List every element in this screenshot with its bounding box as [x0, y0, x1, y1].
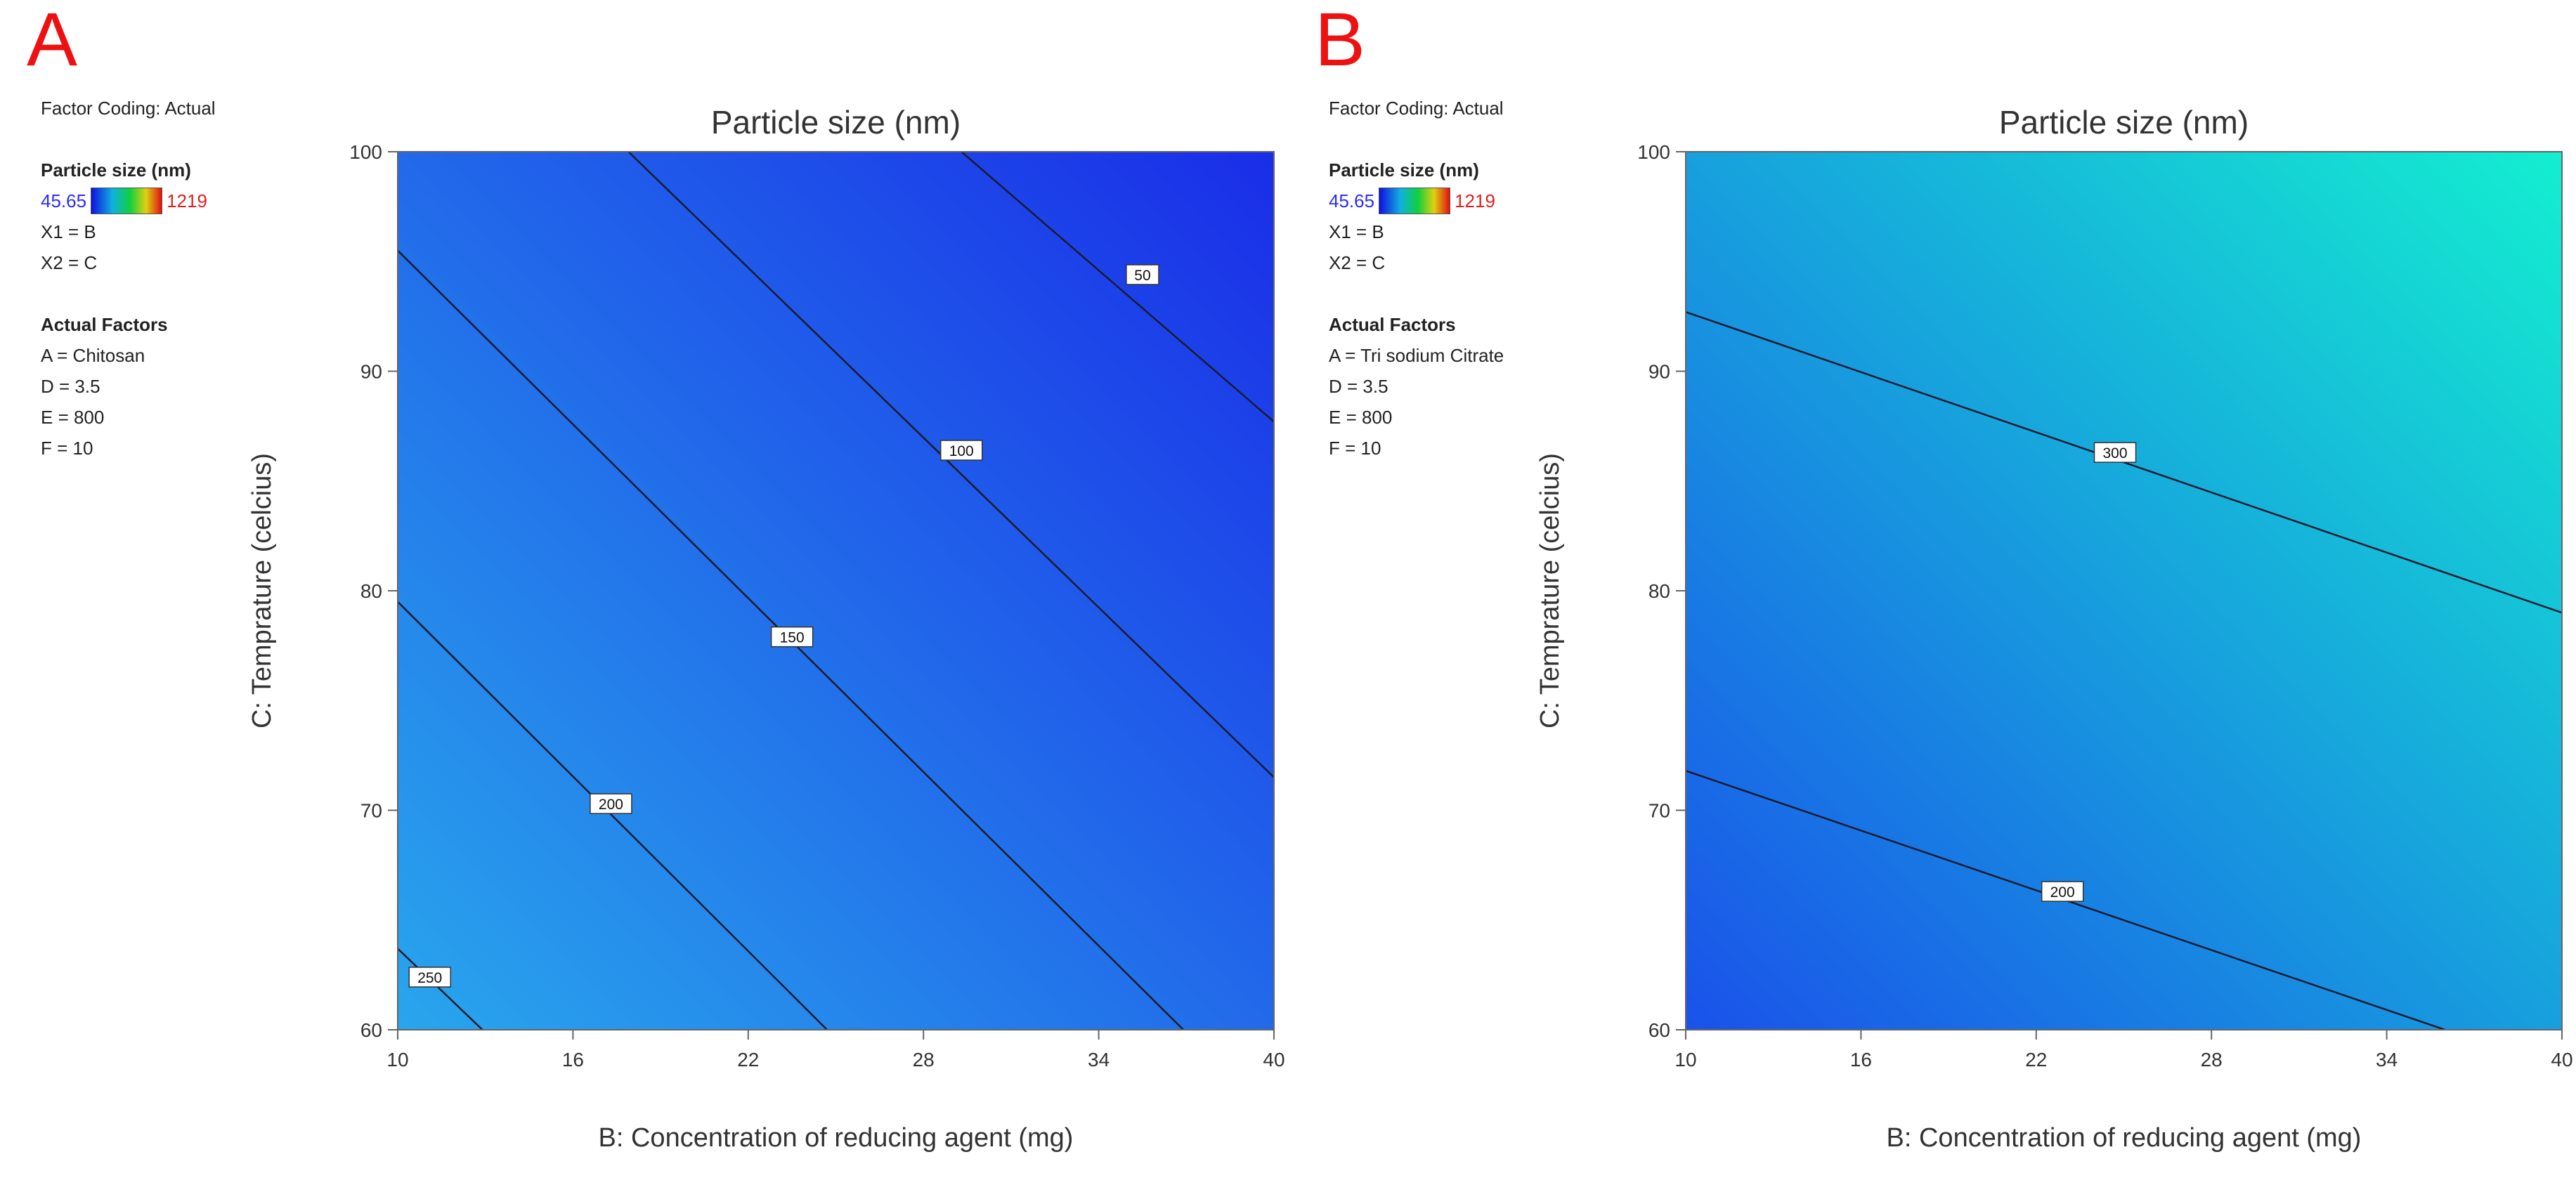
y-tick-label: 80 [1648, 580, 1670, 602]
contour-label-box-150 [770, 626, 814, 648]
y-tick-label: 100 [349, 141, 382, 163]
y-axis-label: C: Temprature (celcius) [247, 453, 277, 728]
x-tick-label: 34 [2376, 1049, 2398, 1071]
x-tick-label: 22 [2025, 1049, 2047, 1071]
x1-mapping: X1 = B [1329, 221, 1384, 242]
x-tick-label: 16 [562, 1049, 584, 1071]
x-axis-label: B: Concentration of reducing agent (mg) [1887, 1123, 2362, 1153]
y-axis-label: C: Temprature (celcius) [1535, 453, 1565, 728]
factor-f: F = 10 [1329, 438, 1381, 459]
panel-label: A [27, 0, 78, 81]
panel-label: B [1315, 0, 1366, 81]
x1-mapping: X1 = B [41, 221, 96, 242]
actual-factors-title: Actual Factors [41, 314, 168, 335]
chart-title: Particle size (nm) [711, 104, 961, 140]
y-tick-label: 70 [360, 800, 382, 822]
color-gradient-bar [91, 188, 163, 214]
factor-d: D = 3.5 [1329, 376, 1388, 397]
x-tick-label: 28 [913, 1049, 935, 1071]
x-tick-label: 28 [2201, 1049, 2223, 1071]
contour-line-100 [627, 152, 1274, 778]
legend: Factor Coding: Actual Particle size (nm)… [1329, 93, 1596, 464]
factor-a: A = Chitosan [41, 345, 145, 366]
y-tick-label: 100 [1637, 141, 1670, 163]
x-tick-label: 16 [1850, 1049, 1872, 1071]
scale-max: 1219 [1455, 190, 1495, 211]
contour-label-200: 200 [599, 797, 623, 813]
color-scale: 45.65 1219 [41, 185, 308, 216]
contour-label-box-300 [2093, 442, 2137, 463]
panel-a: A Factor Coding: Actual Particle size (n… [27, 0, 1285, 1153]
color-scale: 45.65 1219 [1329, 185, 1596, 216]
y-tick-label: 60 [360, 1019, 382, 1041]
color-gradient-bar [1379, 188, 1451, 214]
factor-d: D = 3.5 [41, 376, 100, 397]
factor-e: E = 800 [41, 407, 105, 428]
y-tick-label: 90 [1648, 361, 1670, 383]
contour-label-50: 50 [1134, 268, 1150, 284]
contour-line-200 [398, 601, 828, 1030]
x-axis-label: B: Concentration of reducing agent (mg) [599, 1123, 1074, 1153]
contour-label-box-50 [1126, 264, 1159, 285]
plot-area [398, 152, 1274, 1030]
response-title: Particle size (nm) [1329, 159, 1479, 181]
plot-area [1686, 152, 2562, 1030]
y-tick-label: 60 [1648, 1019, 1670, 1041]
contour-line-50 [961, 152, 1274, 423]
factor-f: F = 10 [41, 438, 93, 459]
x-tick-label: 10 [386, 1049, 408, 1071]
contour-label-box-200 [2041, 881, 2084, 902]
panel-b: B Factor Coding: Actual Particle size (n… [1288, 0, 2576, 1178]
factor-coding: Factor Coding: Actual [41, 98, 216, 119]
contour-label-300: 300 [2103, 445, 2128, 462]
x2-mapping: X2 = C [1329, 252, 1386, 273]
y-tick-label: 90 [360, 361, 382, 383]
chart-title: Particle size (nm) [1999, 104, 2249, 140]
contour-label-150: 150 [780, 630, 805, 646]
contour-label-250: 250 [417, 970, 442, 986]
response-title: Particle size (nm) [41, 159, 191, 181]
factor-e: E = 800 [1329, 407, 1393, 428]
contour-plot: 300 200 10 16 22 28 34 40 60 70 80 90 100 Particle si… [1535, 104, 2573, 1153]
legend: Factor Coding: Actual Particle size (nm)… [41, 93, 308, 464]
actual-factors-title: Actual Factors [1329, 314, 1456, 335]
contour-label-box-200 [590, 793, 632, 814]
x-tick-label: 22 [737, 1049, 759, 1071]
contour-label-200: 200 [2050, 884, 2075, 901]
factor-coding: Factor Coding: Actual [1329, 98, 1504, 119]
contour-plot: 250 200 150 100 50 10 16 22 28 34 40 60 70 80 90 100 Par… [247, 104, 1285, 1153]
x-tick-label: 34 [1088, 1049, 1110, 1071]
contour-label-box-250 [408, 967, 451, 988]
scale-min: 45.65 [41, 190, 87, 211]
x-tick-label: 10 [1674, 1049, 1696, 1071]
x2-mapping: X2 = C [41, 252, 98, 273]
contour-line-250 [398, 948, 483, 1030]
y-tick-label: 70 [1648, 800, 1670, 822]
contour-label-100: 100 [949, 443, 974, 459]
contour-label-box-100 [939, 440, 983, 461]
y-tick-label: 80 [360, 580, 382, 602]
scale-max: 1219 [167, 190, 207, 211]
x-tick-label: 40 [2551, 1049, 2572, 1071]
factor-a: A = Tri sodium Citrate [1329, 345, 1504, 366]
x-tick-label: 40 [1263, 1049, 1284, 1071]
scale-min: 45.65 [1329, 190, 1375, 211]
